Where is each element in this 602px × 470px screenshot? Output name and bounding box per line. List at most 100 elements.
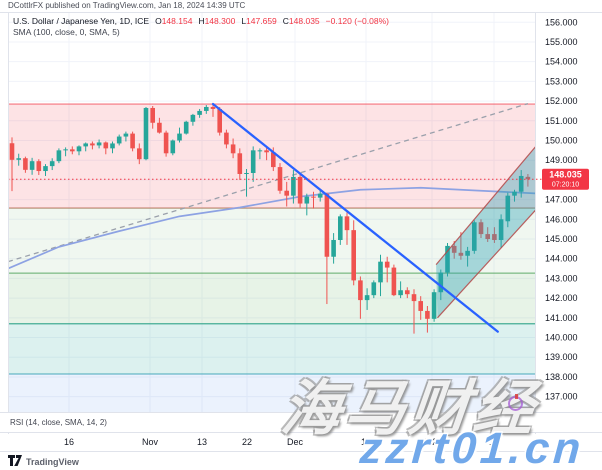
candle xyxy=(498,219,504,240)
price-scale-border xyxy=(535,12,536,452)
candle xyxy=(190,114,196,122)
chart-legend: U.S. Dollar / Japanese Yen, 1D, ICE O148.… xyxy=(13,16,389,38)
candle xyxy=(224,132,229,145)
sma-legend-row: SMA (100, close, 0, SMA, 5) xyxy=(13,27,120,37)
candle xyxy=(405,290,410,295)
candle xyxy=(438,272,444,293)
candle xyxy=(338,216,343,240)
candle xyxy=(110,143,115,149)
candle xyxy=(157,122,162,133)
candle xyxy=(451,245,457,253)
candles xyxy=(9,102,531,334)
price-tick-label: 150.000 xyxy=(545,135,578,145)
price-tick-label: 142.000 xyxy=(545,293,578,303)
candle xyxy=(123,133,129,137)
candle xyxy=(358,280,363,301)
symbol-legend-row: U.S. Dollar / Japanese Yen, 1D, ICE O148.… xyxy=(13,16,389,27)
price-tick-label: 143.000 xyxy=(545,273,578,283)
candle xyxy=(170,140,176,154)
ohlc-values: O148.154 H148.300 L147.659 C148.035 xyxy=(149,16,320,26)
time-scale[interactable]: 16 Nov 13 22 Dec 18 2024 15 xyxy=(0,434,602,452)
channel-upper-border xyxy=(435,146,535,266)
candle xyxy=(163,132,169,154)
candle xyxy=(49,161,55,167)
candle xyxy=(177,133,182,141)
candle xyxy=(391,267,397,296)
time-tick-label: 22 xyxy=(241,437,253,447)
price-scale[interactable]: 137.000 138.000 139.000 140.000 141.000 142.0… xyxy=(545,17,578,401)
support-zone-green-2 xyxy=(8,273,535,324)
time-tick-label: 2024 xyxy=(421,437,443,447)
watermark-seal-icon xyxy=(508,394,523,411)
tradingview-brand[interactable]: TradingView xyxy=(26,456,79,467)
candle xyxy=(137,148,142,160)
candle xyxy=(250,150,256,173)
candle xyxy=(331,239,336,257)
candle xyxy=(90,143,95,146)
candle xyxy=(492,234,497,240)
candle xyxy=(371,282,377,296)
candle xyxy=(478,222,484,235)
candle xyxy=(351,230,356,281)
candle xyxy=(378,261,383,283)
candle xyxy=(204,106,209,111)
candle xyxy=(150,107,155,123)
candle xyxy=(311,196,316,198)
candle xyxy=(36,161,42,172)
candle xyxy=(183,121,189,134)
candle xyxy=(418,301,423,311)
candle xyxy=(364,295,370,301)
price-tick-label: 137.000 xyxy=(545,392,578,402)
candle xyxy=(76,146,82,152)
support-zone-blue xyxy=(8,373,535,413)
candle xyxy=(425,310,430,319)
channel-fill xyxy=(436,147,535,318)
price-tick-label: 138.000 xyxy=(545,372,578,382)
candle xyxy=(271,152,276,168)
price-tick-label: 141.000 xyxy=(545,313,578,323)
pane-left-border xyxy=(8,12,9,452)
price-tick-label: 140.000 xyxy=(545,333,578,343)
candle xyxy=(230,144,236,154)
price-tick-label: 149.000 xyxy=(545,155,578,165)
downtrend-line[interactable] xyxy=(211,102,499,333)
candle xyxy=(264,150,269,153)
candle xyxy=(29,161,35,170)
candle xyxy=(9,143,15,160)
price-tick-label: 146.000 xyxy=(545,214,578,224)
candle xyxy=(116,136,122,144)
current-price-label: 148.035 07:20:10 xyxy=(542,168,589,190)
dashed-trendline[interactable] xyxy=(8,103,529,263)
candle xyxy=(83,143,88,147)
price-label-countdown: 07:20:10 xyxy=(552,182,579,189)
time-tick-label: Nov xyxy=(141,437,159,447)
main-chart-pane[interactable]: 137.000 138.000 139.000 140.000 141.000 142.0… xyxy=(0,12,602,413)
candle xyxy=(317,193,323,198)
sma-100-line[interactable] xyxy=(8,186,541,270)
candle xyxy=(485,234,490,240)
time-tick-label: Dec xyxy=(286,437,304,447)
rsi-indicator-pane[interactable]: RSI (14, close, SMA, 14, 2) xyxy=(0,412,602,433)
price-tick-label: 152.000 xyxy=(545,96,578,106)
price-tick-label: 144.000 xyxy=(545,254,578,264)
candle xyxy=(512,191,517,196)
candle xyxy=(304,196,310,204)
time-tick-label: 13 xyxy=(196,437,208,447)
price-tick-label: 139.000 xyxy=(545,352,578,362)
candle xyxy=(143,107,149,160)
candle xyxy=(518,175,524,192)
candle xyxy=(384,261,390,268)
candle xyxy=(237,153,243,174)
candle xyxy=(344,216,350,231)
candle xyxy=(244,173,249,174)
price-tick-label: 156.000 xyxy=(545,17,578,27)
candle xyxy=(445,245,450,273)
candle xyxy=(297,176,303,204)
change-value: −0.120 (−0.08%) xyxy=(325,16,389,26)
time-tick-label: 16 xyxy=(63,437,75,447)
price-tick-label: 145.000 xyxy=(545,234,578,244)
price-chart-canvas[interactable]: 137.000 138.000 139.000 140.000 141.000 142.0… xyxy=(0,13,602,413)
candle xyxy=(210,106,216,109)
ohlc-H: H148.300 xyxy=(198,16,236,26)
